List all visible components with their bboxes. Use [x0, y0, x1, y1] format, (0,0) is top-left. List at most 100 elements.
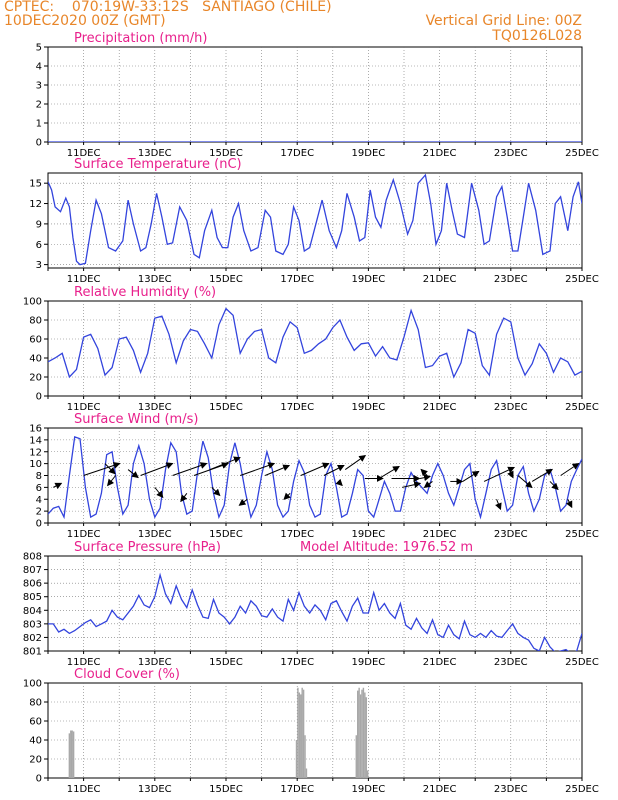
pressure-annotation: Model Altitude: 1976.52 m — [300, 540, 473, 555]
wind-vector-arrow — [240, 462, 276, 476]
precip-xtick-label: 13DEC — [138, 148, 172, 159]
wind-vector-arrow — [53, 482, 63, 490]
wind-vector-arrow — [378, 465, 400, 479]
rh-xtick-label: 25DEC — [565, 402, 599, 413]
precip-ytick-label: 1 — [36, 119, 42, 130]
wind-xtick-label: 19DEC — [352, 529, 386, 540]
temp-xtick-label: 13DEC — [138, 274, 172, 285]
wind-ytick-label: 6 — [36, 483, 42, 494]
temp-ytick-label: 15 — [29, 179, 42, 190]
precip-ytick-label: 5 — [36, 43, 42, 54]
wind-vector-arrow — [495, 499, 502, 511]
wind-vector-arrow — [209, 456, 241, 471]
precip-xtick-label: 11DEC — [67, 148, 101, 159]
temp-ytick-label: 6 — [36, 240, 42, 251]
wind-vector-arrow — [264, 464, 291, 476]
cloud-bar — [361, 689, 363, 778]
pressure-frame — [47, 555, 583, 652]
cloud-ytick-label: 100 — [23, 679, 42, 690]
wind-vector-arrow — [172, 462, 208, 476]
temp-ytick-label: 12 — [29, 199, 42, 210]
wind-vector-arrow — [83, 462, 121, 476]
cloud-bar — [364, 692, 366, 778]
cloud-bar — [302, 689, 305, 778]
wind-xtick-label: 17DEC — [280, 529, 314, 540]
precip-ytick-label: 0 — [36, 138, 42, 149]
cloud-bar — [295, 740, 298, 778]
precip-xtick-label: 19DEC — [352, 148, 386, 159]
rh-ytick-label: 60 — [29, 335, 42, 346]
pressure-xtick-label: 25DEC — [565, 657, 599, 668]
temp-title: Surface Temperature (nC) — [74, 157, 242, 172]
wind-vector-arrow — [560, 462, 580, 476]
cloud-bar — [355, 735, 358, 778]
pressure-ytick-label: 803 — [23, 619, 42, 630]
pressure-ytick-label: 802 — [23, 633, 42, 644]
temp-xtick-label: 19DEC — [352, 274, 386, 285]
wind-ytick-label: 16 — [29, 424, 42, 435]
cloud-bar — [301, 687, 303, 778]
rh-frame — [47, 300, 583, 397]
pressure-xtick-label: 13DEC — [138, 657, 172, 668]
wind-vector-arrow — [517, 475, 533, 489]
cloud-bar — [297, 687, 299, 778]
wind-ytick-label: 8 — [36, 471, 42, 482]
cloud-xtick-label: 21DEC — [423, 784, 457, 795]
wind-ytick-label: 10 — [29, 459, 42, 470]
wind-vector-arrow — [419, 474, 432, 482]
wind-xtick-label: 13DEC — [138, 529, 172, 540]
temp-frame — [47, 172, 583, 269]
wind-vector-arrow — [507, 469, 514, 479]
wind-ytick-label: 12 — [29, 447, 42, 458]
cloud-title: Cloud Cover (%) — [74, 667, 180, 682]
cloud-bar — [300, 694, 302, 778]
wind-xtick-label: 15DEC — [209, 529, 243, 540]
wind-ytick-label: 0 — [36, 519, 42, 530]
cloud-xtick-label: 25DEC — [565, 784, 599, 795]
rh-xtick-label: 17DEC — [280, 402, 314, 413]
temp-series-line — [48, 173, 582, 266]
cloud-bar — [304, 735, 306, 778]
rh-ytick-label: 40 — [29, 354, 42, 365]
wind-series-line — [48, 436, 582, 520]
wind-vector-arrow — [423, 481, 433, 489]
cloud-xtick-label: 15DEC — [209, 784, 243, 795]
pressure-ytick-label: 804 — [23, 606, 42, 617]
cloud-xtick-label: 13DEC — [138, 784, 172, 795]
wind-vector-arrow — [104, 463, 116, 475]
cloud-bar — [305, 768, 308, 778]
cloud-xtick-label: 23DEC — [494, 784, 528, 795]
wind-vector-arrow — [402, 481, 422, 489]
pressure-xtick-label: 19DEC — [352, 657, 386, 668]
wind-vector-arrow — [323, 465, 345, 476]
wind-ytick-label: 4 — [36, 495, 42, 506]
rh-xtick-label: 11DEC — [67, 402, 101, 413]
wind-xtick-label: 21DEC — [423, 529, 457, 540]
wind-vector-arrow — [283, 492, 291, 501]
pressure-title: Surface Pressure (hPa) — [74, 540, 221, 555]
pressure-ytick-label: 806 — [23, 579, 42, 590]
cloud-xtick-label: 19DEC — [352, 784, 386, 795]
cloud-bar — [72, 731, 75, 778]
wind-vector-arrow — [565, 499, 573, 509]
cloud-bar — [68, 733, 71, 778]
precip-xtick-label: 15DEC — [209, 148, 243, 159]
wind-vector-arrow — [140, 462, 174, 476]
precip-xtick-label: 25DEC — [565, 148, 599, 159]
wind-xtick-label: 23DEC — [494, 529, 528, 540]
cloud-ytick-label: 0 — [36, 774, 42, 785]
cloud-ytick-label: 40 — [29, 736, 42, 747]
temp-ytick-label: 9 — [36, 219, 42, 230]
temp-xtick-label: 25DEC — [565, 274, 599, 285]
wind-vector-arrow — [211, 487, 221, 497]
wind-vector-arrow — [335, 478, 343, 487]
precip-ytick-label: 3 — [36, 81, 42, 92]
cloud-bar — [357, 690, 359, 778]
rh-ytick-label: 20 — [29, 373, 42, 384]
wind-vector-arrow — [180, 493, 188, 503]
wind-ytick-label: 2 — [36, 507, 42, 518]
cloud-bar — [358, 687, 360, 778]
cloud-bar — [298, 692, 301, 778]
pressure-ytick-label: 807 — [23, 565, 42, 576]
